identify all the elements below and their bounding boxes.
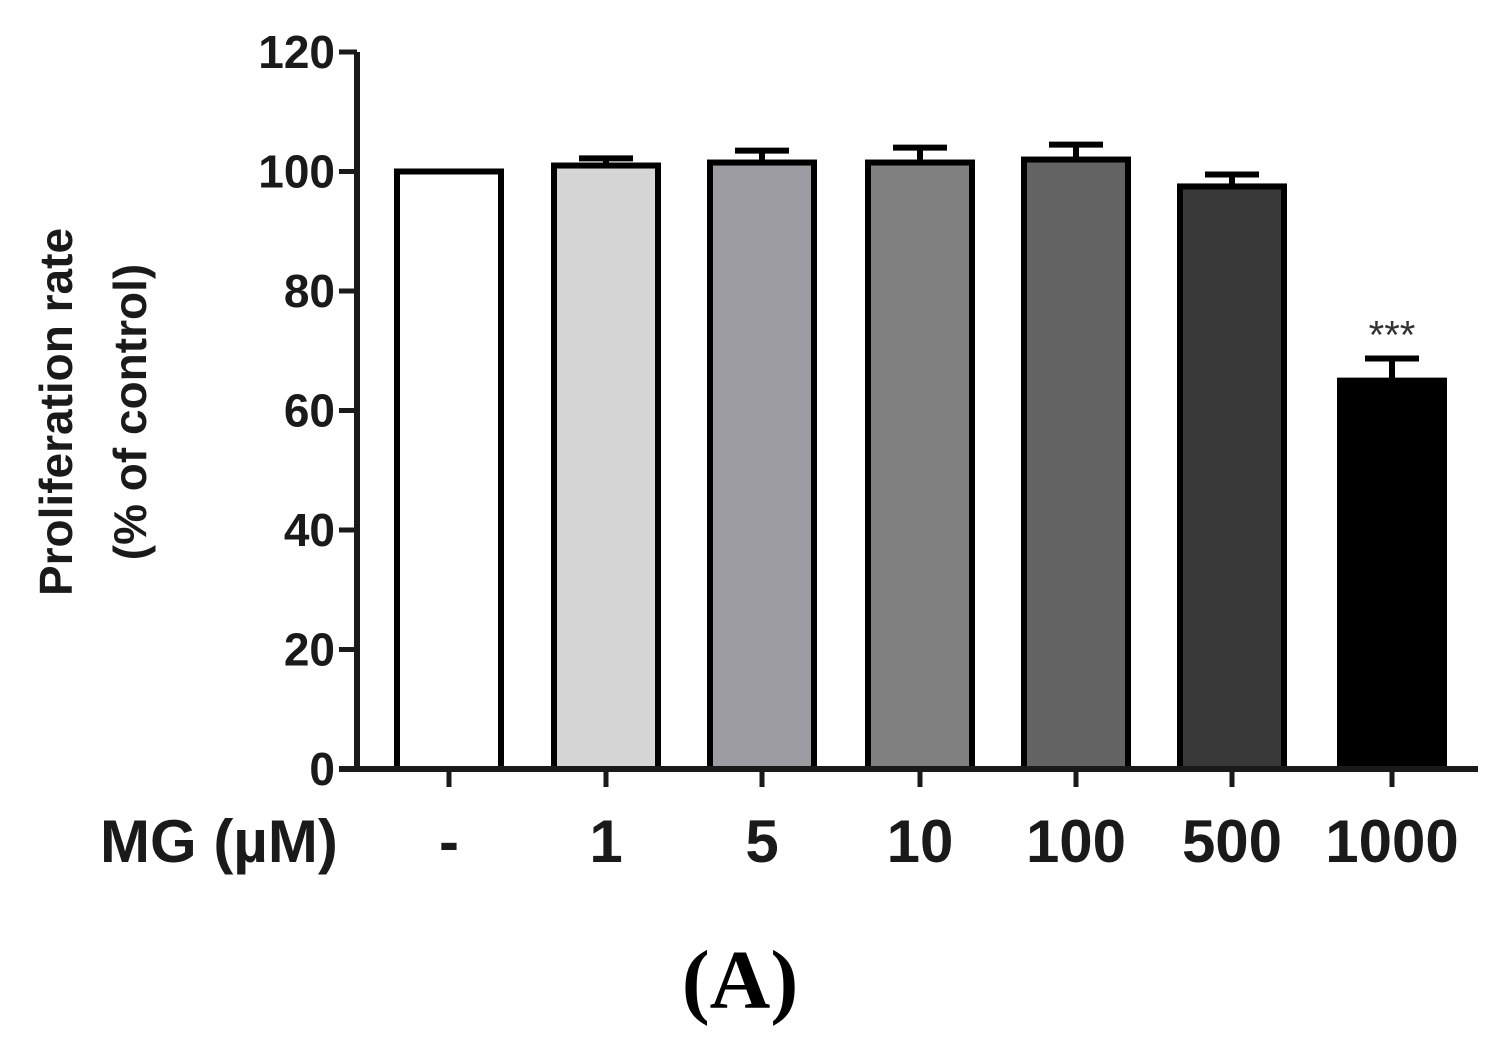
bar-6 (1177, 183, 1287, 772)
x-tick-label: 10 (887, 808, 954, 875)
y-tick-label: 60 (284, 385, 335, 437)
bar-3 (707, 159, 817, 773)
y-tick-label: 100 (258, 146, 335, 198)
significance-label: *** (1369, 314, 1416, 358)
x-axis-prefix-label: MG (µM) (100, 808, 338, 875)
x-tick-label: 5 (745, 808, 778, 875)
bar-7 (1337, 377, 1447, 772)
y-axis: 0 20 40 60 80 100 120 (258, 26, 360, 795)
x-tick-label: 100 (1026, 808, 1126, 875)
x-axis: - 1 5 10 100 500 1000 (339, 766, 1478, 875)
x-tick-label: 1 (589, 808, 622, 875)
bars: *** (394, 141, 1447, 773)
bar-1 (394, 168, 504, 772)
y-tick-label: 80 (284, 265, 335, 317)
y-axis-label-line2: (% of control) (104, 264, 156, 560)
y-tick-label: 120 (258, 26, 335, 78)
bar-2 (551, 162, 661, 772)
y-axis-label-line1: Proliferation rate (30, 228, 82, 596)
y-tick-label: 20 (284, 624, 335, 676)
x-tick-label: 500 (1182, 808, 1282, 875)
bar-4 (865, 159, 975, 773)
bar-5 (1021, 156, 1131, 773)
x-tick-label: 1000 (1325, 808, 1458, 875)
x-tick-label: - (439, 808, 459, 875)
y-tick-label: 0 (309, 743, 335, 795)
panel-label: (A) (682, 934, 799, 1027)
y-tick-label: 40 (284, 504, 335, 556)
